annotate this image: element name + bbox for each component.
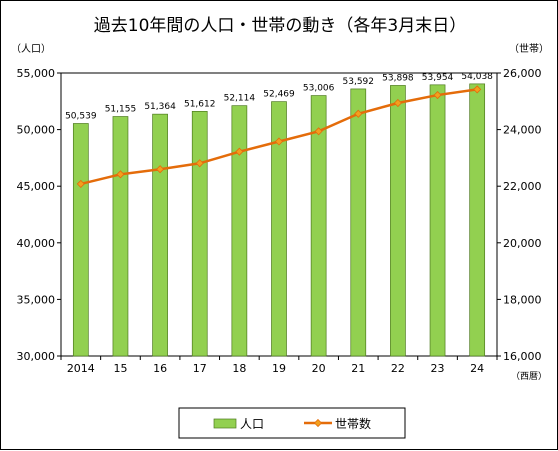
x-tick-label: 24: [470, 362, 484, 375]
bar-value-label: 51,364: [144, 102, 176, 112]
x-tick-label: 18: [232, 362, 246, 375]
bar-population: [112, 116, 129, 357]
x-tick-label: 19: [272, 362, 286, 375]
y-right-tick-label: 20,000: [503, 237, 542, 250]
y-right-unit: （世帯）: [509, 42, 549, 55]
line-point: [314, 127, 323, 136]
x-tick-label: 23: [431, 362, 445, 375]
line-point: [393, 98, 402, 108]
bar-value-label: 54,038: [461, 72, 493, 82]
y-right-tick-label: 26,000: [503, 67, 542, 80]
line-point: [274, 137, 284, 146]
y-left-tick-label: 50,000: [17, 124, 56, 137]
y-left-tick-label: 30,000: [17, 350, 56, 363]
line-point: [473, 85, 482, 94]
x-tick-label: 21: [351, 362, 365, 375]
bar-population: [72, 123, 89, 357]
y-left-tick-label: 45,000: [17, 180, 56, 193]
y-left-tick-label: 40,000: [17, 237, 56, 250]
bar-population: [310, 95, 327, 357]
y-left-unit: （人口）: [11, 43, 51, 55]
x-tick-label: 22: [391, 362, 405, 375]
line-point: [156, 165, 165, 174]
line-point: [354, 109, 363, 118]
legend-box: [178, 407, 406, 439]
legend-label-population: 人口: [240, 417, 264, 431]
y-right-tick-label: 18,000: [503, 293, 542, 306]
chart-title: 過去10年間の人口・世帯の動き（各年3月末日）: [94, 16, 466, 36]
bar-population: [429, 84, 446, 357]
y-right-tick-label: 16,000: [503, 350, 542, 363]
bar-value-label: 53,006: [303, 84, 335, 94]
bar-population: [191, 111, 208, 357]
line-point: [235, 147, 244, 156]
line-point: [195, 159, 204, 168]
bar-population: [350, 88, 367, 357]
y-right-tick-label: 24,000: [503, 124, 542, 137]
y-left-tick-label: 35,000: [17, 293, 56, 306]
line-point: [76, 179, 85, 189]
bar-value-label: 51,155: [105, 105, 137, 115]
x-tick-label: 15: [113, 362, 127, 375]
line-point: [116, 170, 125, 179]
bar-population: [152, 113, 168, 357]
bar-value-label: 50,539: [65, 111, 97, 121]
line-point: [433, 91, 442, 100]
bar-value-label: 51,612: [184, 99, 216, 109]
bar-population: [469, 83, 486, 357]
y-right-tick-label: 22,000: [503, 180, 542, 193]
bar-value-label: 52,114: [224, 94, 256, 104]
bar-value-label: 53,898: [382, 73, 414, 83]
x-tick-label: 20: [312, 362, 326, 375]
x-unit: （西暦）: [511, 371, 547, 382]
bar-value-label: 52,469: [263, 90, 295, 100]
bar-value-label: 53,592: [343, 77, 375, 87]
y-left-tick-label: 55,000: [17, 67, 56, 80]
bar-population: [231, 105, 248, 357]
legend-label-households: 世帯数: [335, 416, 371, 431]
x-tick-label: 2014: [67, 362, 95, 375]
bar-population: [390, 85, 406, 357]
legend-swatch-population: [213, 418, 237, 429]
x-tick-label: 17: [193, 362, 207, 375]
legend-marker-households: [313, 418, 323, 428]
x-tick-label: 16: [153, 362, 167, 375]
bar-population: [271, 101, 287, 357]
bar-value-label: 53,954: [422, 73, 454, 83]
